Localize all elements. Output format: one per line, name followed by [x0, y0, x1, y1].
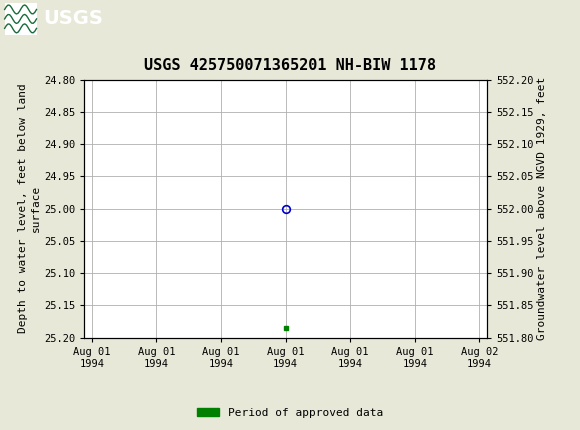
FancyBboxPatch shape: [5, 3, 37, 35]
Text: USGS: USGS: [44, 9, 103, 28]
Y-axis label: Depth to water level, feet below land
surface: Depth to water level, feet below land su…: [18, 84, 41, 333]
Y-axis label: Groundwater level above NGVD 1929, feet: Groundwater level above NGVD 1929, feet: [536, 77, 546, 340]
Legend: Period of approved data: Period of approved data: [193, 403, 387, 422]
Text: USGS 425750071365201 NH-BIW 1178: USGS 425750071365201 NH-BIW 1178: [144, 58, 436, 73]
